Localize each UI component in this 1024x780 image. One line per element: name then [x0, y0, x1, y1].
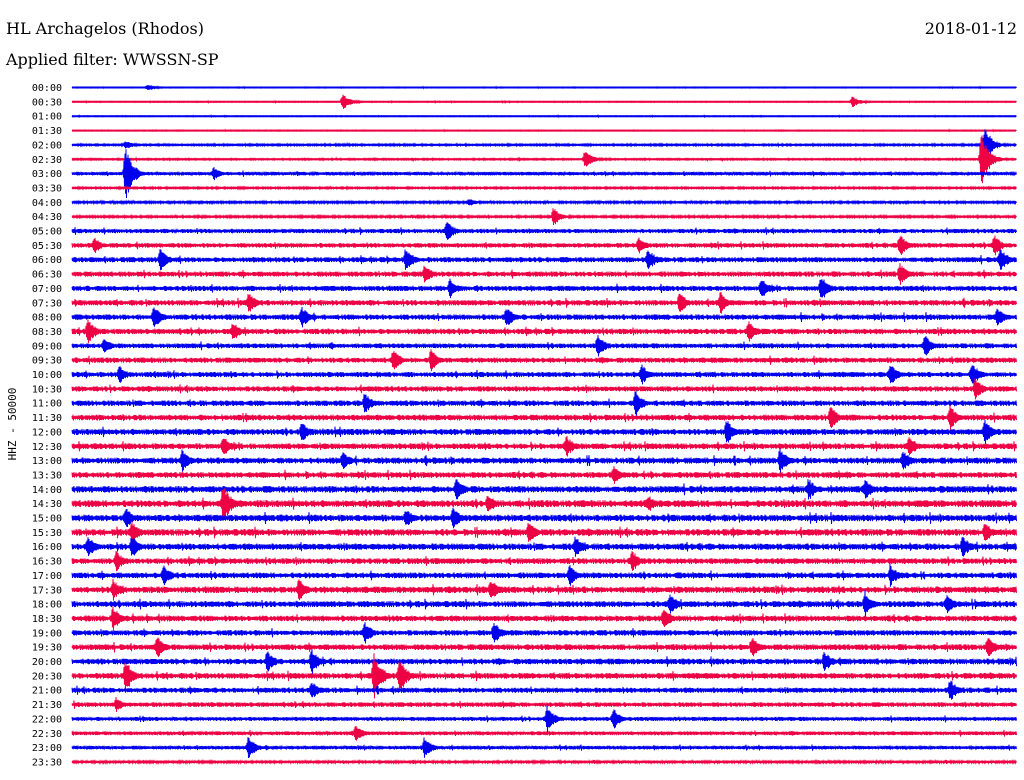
- row-time-label: 08:30: [32, 327, 62, 338]
- row-time-label: 11:00: [32, 399, 62, 410]
- row-time-label: 15:00: [32, 514, 62, 525]
- row-time-label: 04:30: [32, 212, 62, 223]
- row-time-label: 01:30: [32, 126, 62, 137]
- row-time-label: 00:00: [32, 83, 62, 94]
- chart-date: 2018-01-12: [925, 19, 1017, 38]
- row-time-label: 15:30: [32, 528, 62, 539]
- row-time-label: 23:00: [32, 743, 62, 754]
- row-time-label: 09:30: [32, 356, 62, 367]
- trace-lines: [71, 85, 1017, 766]
- row-time-label: 05:00: [32, 227, 62, 238]
- row-time-label: 02:30: [32, 155, 62, 166]
- row-time-label: 05:30: [32, 241, 62, 252]
- row-time-label: 13:30: [32, 470, 62, 481]
- row-time-label: 10:30: [32, 384, 62, 395]
- row-time-label: 23:30: [32, 757, 62, 768]
- row-time-label: 22:30: [32, 729, 62, 740]
- row-time-label: 09:00: [32, 341, 62, 352]
- row-time-label: 21:30: [32, 700, 62, 711]
- row-time-label: 19:00: [32, 628, 62, 639]
- row-time-label: 06:30: [32, 270, 62, 281]
- row-time-label: 20:30: [32, 671, 62, 682]
- row-time-label: 03:00: [32, 169, 62, 180]
- row-time-label: 19:30: [32, 643, 62, 654]
- row-time-label: 02:00: [32, 140, 62, 151]
- chart-title: HL Archagelos (Rhodos): [6, 19, 204, 38]
- row-time-label: 10:00: [32, 370, 62, 381]
- y-axis-label: HHZ - 50000: [6, 388, 19, 461]
- row-time-label: 16:00: [32, 542, 62, 553]
- row-time-label: 01:00: [32, 112, 62, 123]
- row-time-label: 21:00: [32, 686, 62, 697]
- row-time-label: 18:00: [32, 600, 62, 611]
- row-time-label: 00:30: [32, 97, 62, 108]
- row-time-label: 17:00: [32, 571, 62, 582]
- row-time-label: 06:00: [32, 255, 62, 266]
- row-time-label: 07:00: [32, 284, 62, 295]
- row-time-label: 18:30: [32, 614, 62, 625]
- row-time-label: 22:00: [32, 714, 62, 725]
- row-time-label: 07:30: [32, 298, 62, 309]
- chart-subtitle: Applied filter: WWSSN-SP: [5, 50, 219, 69]
- row-time-label: 12:00: [32, 427, 62, 438]
- row-time-label: 14:30: [32, 499, 62, 510]
- row-time-label: 04:00: [32, 198, 62, 209]
- row-time-label: 16:30: [32, 557, 62, 568]
- row-time-label: 11:30: [32, 413, 62, 424]
- row-time-label: 20:00: [32, 657, 62, 668]
- row-time-label: 13:00: [32, 456, 62, 467]
- row-time-label: 14:00: [32, 485, 62, 496]
- row-time-label: 17:30: [32, 585, 62, 596]
- row-time-label: 03:30: [32, 183, 62, 194]
- row-time-label: 08:00: [32, 313, 62, 324]
- row-time-label: 12:30: [32, 442, 62, 453]
- row-time-labels: 00:00 00:30 01:00 01:30 02:00 02:30 03:00 03:30…: [32, 83, 62, 768]
